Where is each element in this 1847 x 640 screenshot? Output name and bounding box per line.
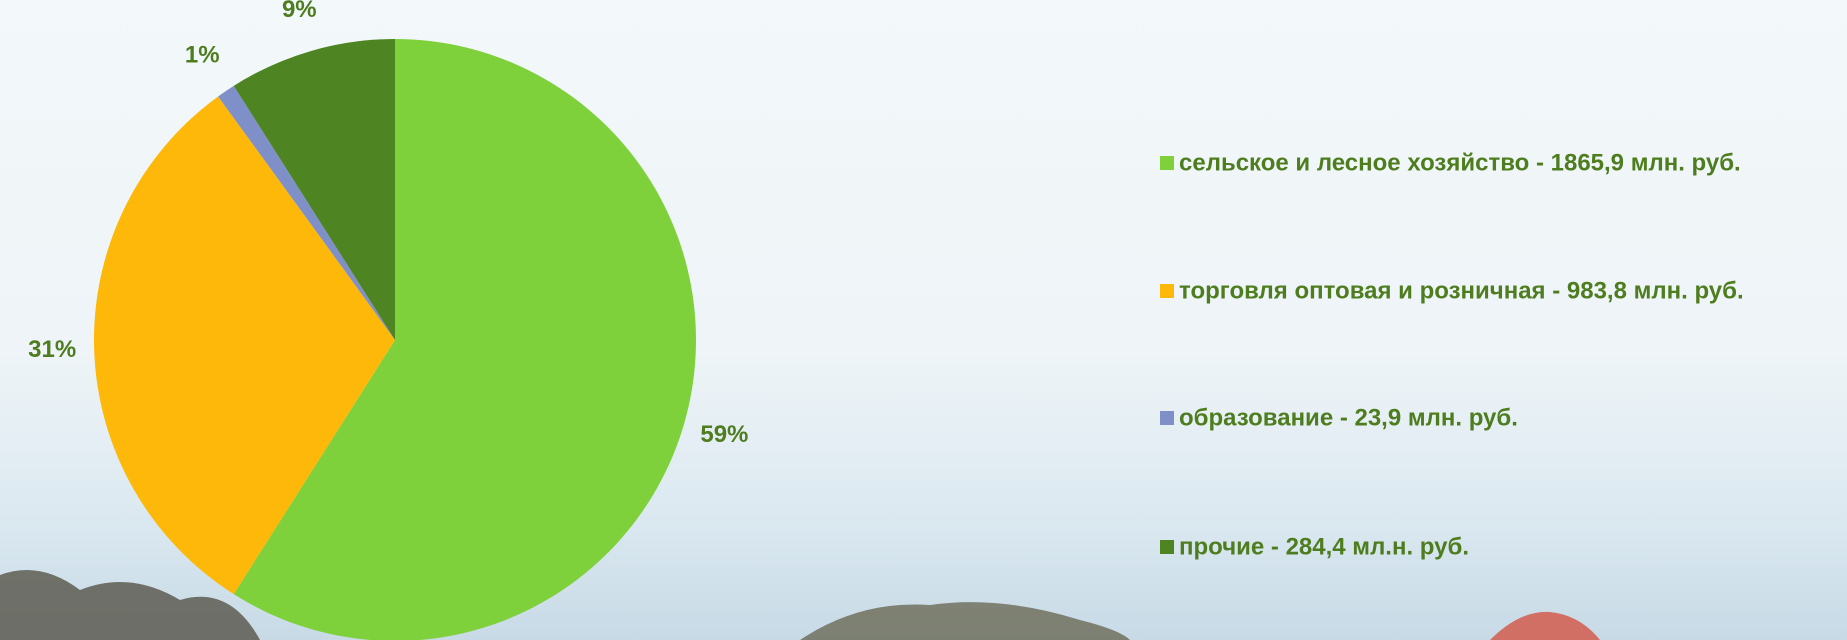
legend: сельское и лесное хозяйство - 1865,9 млн…: [1160, 149, 1744, 560]
pie-slice: [233, 39, 696, 640]
pie-slice: [93, 96, 395, 595]
legend-label: образование - 23,9 млн. руб.: [1179, 404, 1518, 431]
legend-label: сельское и лесное хозяйство - 1865,9 млн…: [1179, 149, 1741, 176]
legend-label: торговля оптовая и розничная - 983,8 млн…: [1179, 277, 1744, 304]
data-label: 59%: [700, 421, 748, 448]
pie-slice: [233, 39, 395, 340]
legend-swatch: [1160, 411, 1174, 425]
data-label: 1%: [185, 42, 220, 69]
legend-label: прочие - 284,4 мл.н. руб.: [1179, 533, 1469, 560]
data-label: 31%: [28, 336, 76, 363]
data-label: 9%: [282, 0, 317, 23]
legend-swatch: [1160, 540, 1174, 554]
pie-slice: [218, 85, 395, 340]
pie: 59% 31% 1% 9%: [28, 0, 748, 640]
legend-swatch: [1160, 284, 1174, 298]
legend-swatch: [1160, 156, 1174, 170]
trees: [0, 570, 1600, 640]
